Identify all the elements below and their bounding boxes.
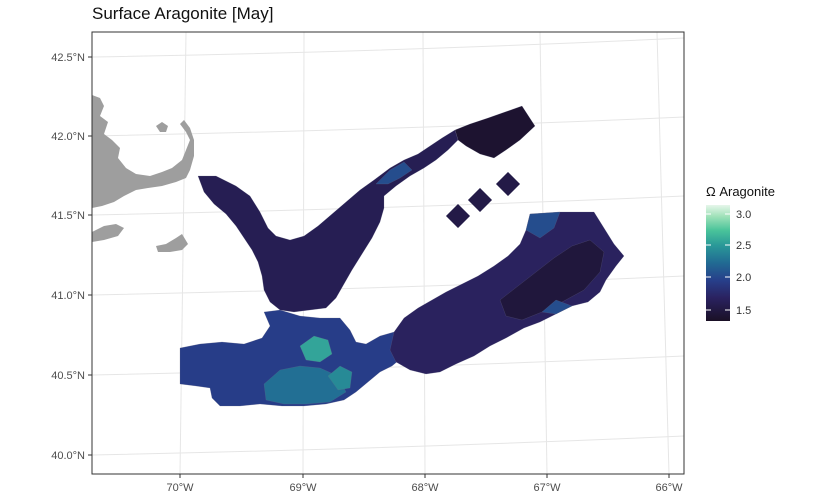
south_shelf_mid: [263, 365, 347, 405]
legend-tick-label: 3.0: [736, 209, 751, 221]
y-tick-label: 40.5°N: [51, 370, 85, 382]
cape-hook: [156, 122, 168, 132]
x-tick-label: 69°W: [289, 482, 317, 494]
y-tick-label: 40.0°N: [51, 450, 85, 462]
east_arm_core: [499, 239, 605, 321]
east_diamond_2: [467, 187, 493, 213]
y-tick-label: 41.0°N: [51, 290, 85, 302]
x-tick-label: 68°W: [411, 482, 439, 494]
legend-tick-label: 2.5: [736, 240, 751, 252]
legend-colorbar: [706, 205, 730, 321]
south_center_patch: [299, 335, 333, 363]
east_diamond_1: [445, 203, 471, 229]
x-tick-label: 66°W: [655, 482, 683, 494]
x-axis: 70°W 69°W 68°W 67°W 66°W: [166, 474, 683, 494]
legend-title: Ω Aragonite: [706, 184, 775, 199]
east_arm_edge: [541, 299, 573, 315]
map-title: Surface Aragonite [May]: [92, 4, 274, 23]
coastline-mainland: [92, 95, 194, 208]
y-tick-label: 42.0°N: [51, 131, 85, 143]
panel-border: [91, 31, 685, 475]
x-tick-label: 67°W: [533, 482, 561, 494]
north_ne_lobe: [454, 105, 536, 159]
east_diamond_3: [495, 171, 521, 197]
legend: Ω Aragonite 3.0 2.5 2.0 1.5: [706, 184, 775, 321]
island-nantucket: [156, 234, 188, 252]
x-tick-label: 70°W: [166, 482, 194, 494]
y-tick-label: 41.5°N: [51, 210, 85, 222]
east_arm_edge: [525, 211, 561, 239]
legend-tick-label: 2.0: [736, 272, 751, 284]
y-axis: 42.5°N 42.0°N 41.5°N 41.0°N 40.5°N 40.0°…: [51, 52, 92, 462]
legend-tick-label: 1.5: [736, 305, 751, 317]
aragonite-cells: [179, 105, 625, 407]
island-martha: [92, 224, 124, 242]
south_center_patch_2: [327, 365, 353, 391]
land-masses: [92, 95, 194, 252]
y-tick-label: 42.5°N: [51, 52, 85, 64]
north_arm_tip: [375, 161, 413, 185]
